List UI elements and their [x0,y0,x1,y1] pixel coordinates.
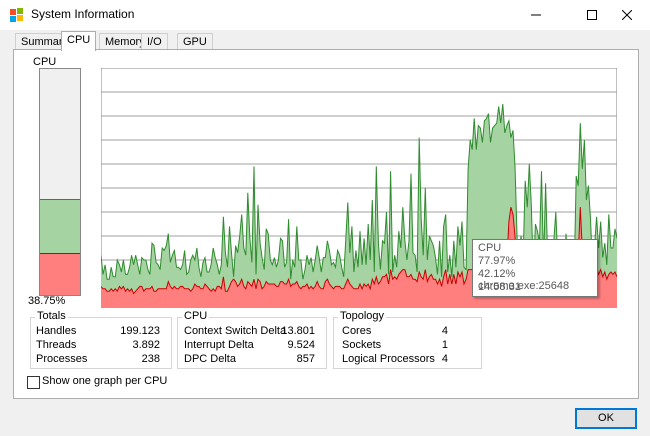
one-graph-per-cpu-label[interactable]: Show one graph per CPU [42,375,168,387]
cpu-meter [39,68,81,296]
cpu-stat-label: Interrupt Delta [184,339,254,351]
cpu-stat-label: DPC Delta [184,353,236,365]
maximize-button[interactable] [569,0,615,30]
close-button[interactable] [604,0,650,30]
cpu-percent: 38.75% [28,295,66,307]
totals-label: Threads [36,339,77,351]
tab-label: Summary [21,36,69,48]
cpu-total-line [101,103,617,280]
title-bar [0,0,650,30]
close-icon [622,10,632,20]
minimize-icon [531,14,541,16]
topology-label: Sockets [342,339,382,351]
tab-gpu[interactable]: GPU [177,33,213,50]
ok-button[interactable]: OK [575,408,637,429]
totals-value: 238 [141,353,160,365]
group-title: Topology [338,310,387,323]
tooltip-total: 77.97% [478,255,516,267]
tooltip-process: 42.12% chrome.exe:25648 [478,268,570,292]
minimize-button[interactable] [513,0,559,30]
totals-value: 3.892 [132,339,160,351]
cpu-stat-value: 13.801 [281,325,315,337]
totals-group: Totals [30,310,172,369]
group-title: Totals [35,310,68,323]
cpu-meter-kernel-fill [40,253,80,295]
cpu-meter-label: CPU [33,56,57,68]
totals-label: Handles [36,325,77,337]
graph-tooltip: CPU 77.97% 42.12% chrome.exe:25648 14:58… [472,239,598,297]
tab-label: Memory [105,36,145,48]
window-title: System Information [31,7,135,21]
topology-value: 4 [441,353,448,365]
tab-cpu[interactable]: CPU [61,31,97,51]
topology-label: Cores [342,325,372,337]
tab-io[interactable]: I/O [141,33,168,50]
app-icon [10,8,23,22]
topology-group: Topology [333,310,482,369]
cpu-stats-group: CPU [177,310,327,369]
topology-value: 1 [441,339,448,351]
maximize-icon [587,10,597,20]
cpu-stat-label: Context Switch Delta [184,325,287,337]
topology-label: Logical Processors [342,353,435,365]
totals-value: 199.123 [120,325,160,337]
tab-label: CPU [67,34,91,46]
tooltip-time: 14:58:31 [478,281,521,293]
tab-summary[interactable]: Summary [15,33,75,50]
tab-label: I/O [147,36,162,48]
totals-label: Processes [36,353,88,365]
topology-value: 4 [441,325,448,337]
tooltip-title: CPU [478,242,502,254]
cpu-stat-value: 857 [296,353,315,365]
cpu-stat-value: 9.524 [287,339,315,351]
group-title: CPU [182,310,210,323]
tab-label: GPU [183,36,207,48]
one-graph-per-cpu-checkbox[interactable] [27,376,40,389]
